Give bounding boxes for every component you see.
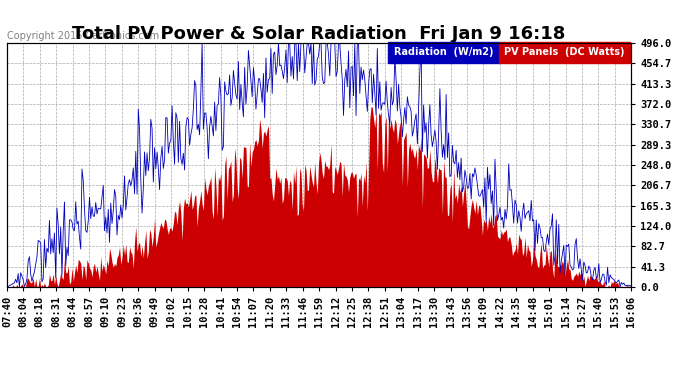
Text: Copyright 2015 Cartronics.com: Copyright 2015 Cartronics.com xyxy=(7,31,159,41)
Legend: Radiation  (W/m2), PV Panels  (DC Watts): Radiation (W/m2), PV Panels (DC Watts) xyxy=(384,45,627,59)
Title: Total PV Power & Solar Radiation  Fri Jan 9 16:18: Total PV Power & Solar Radiation Fri Jan… xyxy=(72,25,566,43)
